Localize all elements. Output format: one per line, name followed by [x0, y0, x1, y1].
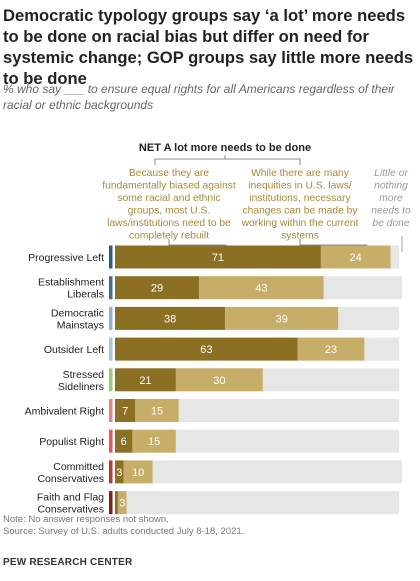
bar-segment-changes — [225, 306, 339, 330]
group-color-marker — [109, 337, 113, 361]
data-label: 29 — [151, 283, 163, 295]
group-color-marker — [109, 276, 113, 300]
category-label: Establishment Liberals — [38, 277, 104, 301]
organization-name: PEW RESEARCH CENTER — [3, 557, 133, 568]
category-label: Populist Right — [39, 436, 104, 448]
bar-segment-changes — [297, 337, 365, 361]
bar-segment-little — [262, 368, 400, 392]
series-little-label: Little or nothing more needs to be done — [371, 168, 411, 229]
data-label: 10 — [132, 467, 144, 479]
net-header-label: NET A lot more needs to be done — [139, 142, 311, 154]
bar-segment-little — [323, 276, 403, 300]
chart-subtitle: % who say ___ to ensure equal rights for… — [3, 82, 395, 112]
data-label: 7 — [122, 406, 128, 418]
data-label: 38 — [164, 313, 176, 325]
bar-segment-little — [175, 429, 400, 453]
category-label: Democratic Mainstays — [51, 307, 104, 331]
data-label: 3 — [116, 467, 122, 479]
category-label: Outsider Left — [44, 344, 104, 356]
bar-segment-rebuilt — [115, 306, 226, 330]
bar-segment-changes — [135, 399, 179, 422]
bar-segment-changes — [175, 368, 263, 392]
chart-title: Democratic typology groups say ‘a lot’ m… — [3, 6, 414, 88]
bar-segment-rebuilt — [115, 245, 321, 269]
data-label: 15 — [148, 436, 160, 448]
data-label: 23 — [325, 344, 337, 356]
group-color-marker — [109, 368, 113, 392]
bar-segment-changes — [320, 245, 391, 269]
data-label: 39 — [276, 313, 288, 325]
note: Note: No answer responses not shown. — [3, 514, 169, 525]
bar-segment-changes — [123, 460, 153, 484]
bar-segment-rebuilt — [115, 337, 298, 361]
source: Source: Survey of U.S. adults conducted … — [3, 526, 245, 537]
data-label: 3 — [119, 498, 125, 510]
series-changes-label: While there are many inequities in U.S. l… — [241, 168, 359, 242]
data-label: 30 — [213, 375, 225, 387]
group-color-marker — [109, 429, 113, 453]
group-color-marker — [109, 306, 113, 330]
net-header-bracket — [154, 155, 301, 165]
category-label: Committed Conservatives — [37, 461, 104, 485]
bar-segment-rebuilt — [115, 429, 133, 453]
bar-segment-little — [152, 460, 403, 484]
data-label: 6 — [121, 436, 127, 448]
bar-segment-little — [364, 337, 400, 361]
category-label: Faith and Flag Conservatives — [37, 492, 104, 516]
bar-segment-changes — [199, 276, 324, 300]
bar-segment-little — [126, 491, 400, 515]
bar-segment-little — [178, 399, 400, 422]
category-label: Stressed Sideliners — [58, 369, 104, 393]
series-rebuilt-label: Because they are fundamentally biased aga… — [102, 168, 236, 242]
group-color-marker — [109, 245, 113, 269]
bar-segment-rebuilt — [115, 399, 136, 422]
bar-segment-rebuilt — [115, 276, 200, 300]
category-label: Progressive Left — [28, 252, 104, 264]
data-label: 24 — [350, 252, 362, 264]
group-color-marker — [109, 460, 113, 484]
bar-segment-rebuilt — [115, 460, 124, 484]
data-label: 63 — [200, 344, 212, 356]
data-label: 15 — [151, 406, 163, 418]
bar-segment-rebuilt — [115, 368, 176, 392]
data-label: 21 — [139, 375, 151, 387]
group-color-marker — [109, 399, 113, 422]
data-label: 43 — [255, 283, 267, 295]
bar-segment-changes — [132, 429, 176, 453]
bar-segment-little — [390, 245, 400, 269]
bar-segment-rebuilt — [115, 491, 118, 515]
bar-segment-changes — [117, 491, 127, 515]
group-color-marker — [109, 491, 113, 515]
data-label: 71 — [212, 252, 224, 264]
category-label: Ambivalent Right — [25, 406, 104, 418]
bar-segment-little — [338, 306, 400, 330]
